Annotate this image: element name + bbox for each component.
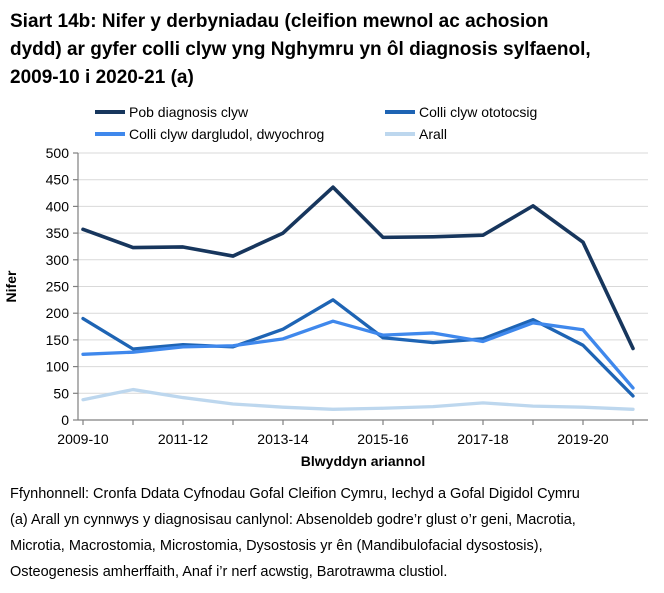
x-axis-tick-label: 2015-16 <box>357 431 409 447</box>
y-axis-tick-label: 400 <box>46 198 70 214</box>
y-axis-tick-label: 300 <box>46 252 70 268</box>
series-line-3 <box>81 387 635 411</box>
y-axis-tick-label: 450 <box>46 172 70 188</box>
legend-item: Arall <box>385 126 664 142</box>
definition-note: (a) Arall yn cynnwys y diagnosisau canly… <box>10 512 576 580</box>
legend-item: Pob diagnosis clyw <box>95 104 385 120</box>
x-axis-tick-label: 2017-18 <box>457 431 509 447</box>
y-axis-tick-label: 500 <box>46 148 70 161</box>
legend-line-icon <box>95 132 125 136</box>
y-axis-title: Nifer <box>3 270 19 302</box>
x-axis-tick-label: 2009-10 <box>57 431 109 447</box>
legend-line-icon <box>385 132 415 136</box>
legend-line-icon <box>95 110 125 114</box>
legend-label: Pob diagnosis clyw <box>129 104 249 120</box>
chart-footnotes: Ffynhonnell: Cronfa Ddata Cyfnodau Gofal… <box>0 478 664 585</box>
chart-title: Siart 14b: Nifer y derbyniadau (cleifion… <box>10 11 591 88</box>
y-axis-tick-label: 350 <box>46 225 70 241</box>
x-axis-tick-label: 2011-12 <box>158 431 209 447</box>
y-axis-tick-label: 50 <box>53 385 69 401</box>
series-line-0 <box>81 185 635 351</box>
y-axis-tick-label: 250 <box>46 279 70 295</box>
legend-item: Colli clyw ototocsig <box>385 104 664 120</box>
series-line-2 <box>81 319 635 390</box>
y-axis-tick-label: 150 <box>46 332 70 348</box>
legend-label: Colli clyw ototocsig <box>419 104 538 120</box>
legend-line-icon <box>385 110 415 114</box>
source-note: Ffynhonnell: Cronfa Ddata Cyfnodau Gofal… <box>10 486 580 502</box>
legend-label: Arall <box>419 126 448 142</box>
y-axis-tick-label: 200 <box>46 305 70 321</box>
legend-label: Colli clyw dargludol, dwyochrog <box>129 126 325 142</box>
y-axis-tick-label: 0 <box>61 412 69 428</box>
x-axis-tick-label: 2019-20 <box>557 431 609 447</box>
x-axis-tick-label: 2013-14 <box>257 431 309 447</box>
y-axis-tick-label: 100 <box>46 359 70 375</box>
line-chart-svg: 0 50 100 150 200 250 300 350 400 450 500 2009-10 201… <box>3 148 648 469</box>
chart-legend: Pob diagnosis clyw Colli clyw ototocsig … <box>95 104 664 142</box>
legend-item: Colli clyw dargludol, dwyochrog <box>95 126 385 142</box>
x-axis-title: Blwyddyn ariannol <box>301 453 425 469</box>
